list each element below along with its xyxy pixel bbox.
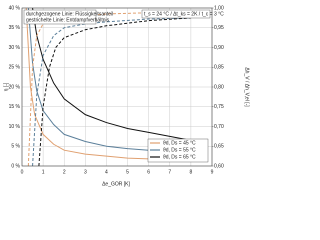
x-tick-label: 0 bbox=[21, 169, 24, 175]
x-tick-label: 1 bbox=[42, 169, 45, 175]
legend-box bbox=[147, 138, 209, 163]
x-axis-label: Δe_GOR [K] bbox=[102, 181, 130, 187]
y-tick-label: 35 % bbox=[9, 25, 21, 31]
series-line bbox=[38, 17, 191, 166]
y-axis-label: η [-] bbox=[3, 82, 9, 91]
y-tick-label: 0 % bbox=[11, 163, 20, 169]
y-tick-label: 25 % bbox=[9, 65, 21, 71]
x-tick-label: 4 bbox=[105, 169, 108, 175]
y2-tick-label: 0,65 bbox=[214, 144, 224, 150]
x-tick-label: 5 bbox=[126, 169, 129, 175]
x-tick-label: 2 bbox=[63, 169, 66, 175]
series-line bbox=[25, 8, 191, 161]
y2-tick-label: 0,90 bbox=[214, 45, 224, 51]
legend-label: ϑd, Ds = 65 °C bbox=[163, 154, 196, 160]
y2-tick-label: 0,75 bbox=[214, 104, 224, 110]
y2-tick-label: 0,95 bbox=[214, 25, 224, 31]
y2-tick-label: 0,85 bbox=[214, 65, 224, 71]
note-box bbox=[141, 9, 211, 19]
legend-label: ϑd, Ds = 55 °C bbox=[163, 147, 196, 153]
y-tick-label: 5 % bbox=[11, 144, 20, 150]
series-line bbox=[32, 8, 191, 141]
y2-tick-label: 0,60 bbox=[214, 163, 224, 169]
x-tick-label: 7 bbox=[168, 169, 171, 175]
y-tick-label: 10 % bbox=[9, 124, 21, 130]
chart: η [-] Δh_V / Δh_V,el [-] Δe_GOR [K] 0 % 5… bbox=[3, 5, 250, 187]
y-tick-label: 40 % bbox=[9, 5, 21, 11]
y2-tick-label: 1,00 bbox=[214, 5, 224, 11]
plot-frame bbox=[21, 7, 213, 167]
x-tick-label: 6 bbox=[147, 169, 150, 175]
y-tick-label: 30 % bbox=[9, 45, 21, 51]
y-tick-label: 20 % bbox=[9, 84, 21, 90]
series-line bbox=[32, 17, 191, 166]
y2-tick-label: 0,80 bbox=[214, 84, 224, 90]
y2-axis-label: Δh_V / Δh_V,el [-] bbox=[244, 67, 250, 107]
y2-tick-label: 0,70 bbox=[214, 124, 224, 130]
x-tick-label: 8 bbox=[189, 169, 192, 175]
y-tick-label: 15 % bbox=[9, 104, 21, 110]
annotation: t_s = 24 °C / Δt_ks = 2K / t_c = 3 °C bbox=[144, 11, 224, 17]
note-box bbox=[23, 9, 97, 25]
x-tick-label: 9 bbox=[211, 169, 214, 175]
annotation: durchgezogene Linie: Flüssigkeitsanteil bbox=[26, 11, 113, 17]
annotation: gestrichelte Linie: Entdampfverhältnis bbox=[26, 17, 110, 23]
legend-label: ϑd, Ds = 45 °C bbox=[163, 140, 196, 146]
x-tick-label: 3 bbox=[84, 169, 87, 175]
